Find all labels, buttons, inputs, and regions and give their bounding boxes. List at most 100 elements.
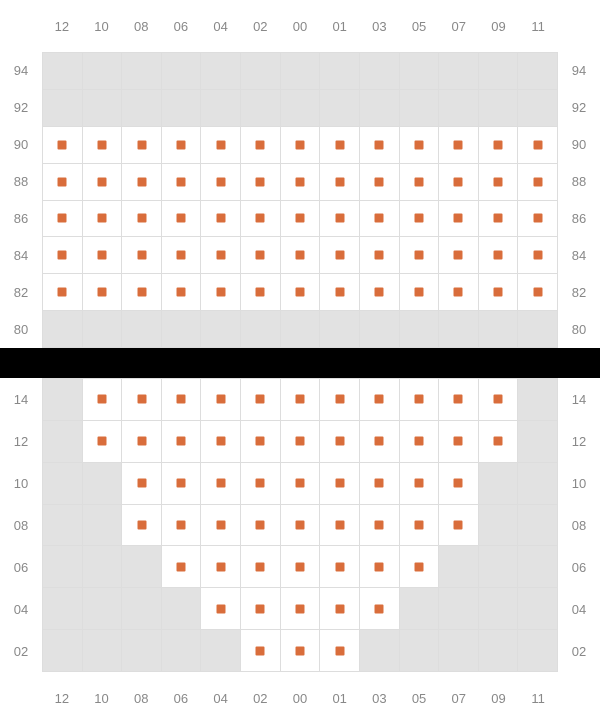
seat-cell[interactable] (320, 127, 359, 163)
seat-cell[interactable] (400, 201, 439, 237)
seat-cell[interactable] (162, 379, 201, 420)
seat-cell[interactable] (122, 463, 161, 504)
seat-cell[interactable] (122, 505, 161, 546)
seat-cell[interactable] (122, 379, 161, 420)
seat-cell[interactable] (241, 164, 280, 200)
seat-cell[interactable] (439, 201, 478, 237)
seat-cell[interactable] (83, 164, 122, 200)
seat-cell[interactable] (122, 274, 161, 310)
seat-cell[interactable] (320, 630, 359, 671)
seat-cell[interactable] (518, 201, 557, 237)
seat-cell[interactable] (162, 421, 201, 462)
seat-cell[interactable] (162, 274, 201, 310)
seat-cell[interactable] (241, 127, 280, 163)
seat-cell[interactable] (201, 127, 240, 163)
seat-cell[interactable] (201, 237, 240, 273)
seat-cell[interactable] (281, 379, 320, 420)
seat-cell[interactable] (400, 237, 439, 273)
seat-cell[interactable] (201, 505, 240, 546)
seat-cell[interactable] (43, 201, 82, 237)
seat-cell[interactable] (400, 505, 439, 546)
seat-cell[interactable] (439, 421, 478, 462)
seat-cell[interactable] (439, 237, 478, 273)
seat-cell[interactable] (360, 463, 399, 504)
seat-cell[interactable] (241, 546, 280, 587)
seat-cell[interactable] (479, 201, 518, 237)
seat-cell[interactable] (241, 201, 280, 237)
seat-cell[interactable] (281, 164, 320, 200)
seat-cell[interactable] (241, 421, 280, 462)
seat-cell[interactable] (320, 588, 359, 629)
seat-cell[interactable] (320, 421, 359, 462)
seat-cell[interactable] (162, 164, 201, 200)
seat-cell[interactable] (241, 505, 280, 546)
seat-cell[interactable] (320, 164, 359, 200)
seat-cell[interactable] (241, 274, 280, 310)
seat-cell[interactable] (439, 505, 478, 546)
seat-cell[interactable] (479, 164, 518, 200)
seat-cell[interactable] (360, 201, 399, 237)
seat-cell[interactable] (122, 237, 161, 273)
seat-cell[interactable] (320, 505, 359, 546)
seat-cell[interactable] (83, 201, 122, 237)
seat-cell[interactable] (439, 164, 478, 200)
seat-cell[interactable] (281, 463, 320, 504)
seat-cell[interactable] (281, 201, 320, 237)
seat-cell[interactable] (360, 379, 399, 420)
seat-cell[interactable] (162, 505, 201, 546)
seat-cell[interactable] (201, 546, 240, 587)
seat-cell[interactable] (162, 237, 201, 273)
seat-cell[interactable] (43, 237, 82, 273)
seat-cell[interactable] (360, 505, 399, 546)
seat-cell[interactable] (281, 274, 320, 310)
seat-cell[interactable] (479, 379, 518, 420)
seat-cell[interactable] (320, 274, 359, 310)
seat-cell[interactable] (400, 546, 439, 587)
seat-cell[interactable] (43, 274, 82, 310)
seat-cell[interactable] (320, 463, 359, 504)
seat-cell[interactable] (439, 274, 478, 310)
seat-cell[interactable] (518, 237, 557, 273)
seat-cell[interactable] (281, 127, 320, 163)
seat-cell[interactable] (360, 588, 399, 629)
seat-cell[interactable] (360, 546, 399, 587)
seat-cell[interactable] (360, 274, 399, 310)
seat-cell[interactable] (281, 588, 320, 629)
seat-cell[interactable] (281, 421, 320, 462)
seat-cell[interactable] (83, 421, 122, 462)
seat-cell[interactable] (439, 379, 478, 420)
seat-cell[interactable] (400, 379, 439, 420)
seat-cell[interactable] (400, 421, 439, 462)
seat-cell[interactable] (439, 127, 478, 163)
seat-cell[interactable] (320, 546, 359, 587)
seat-cell[interactable] (241, 463, 280, 504)
seat-cell[interactable] (43, 164, 82, 200)
seat-cell[interactable] (201, 421, 240, 462)
seat-cell[interactable] (241, 379, 280, 420)
seat-cell[interactable] (83, 127, 122, 163)
seat-cell[interactable] (83, 237, 122, 273)
seat-cell[interactable] (320, 379, 359, 420)
seat-cell[interactable] (162, 127, 201, 163)
seat-cell[interactable] (281, 505, 320, 546)
seat-cell[interactable] (83, 379, 122, 420)
seat-cell[interactable] (162, 201, 201, 237)
seat-cell[interactable] (83, 274, 122, 310)
seat-cell[interactable] (400, 274, 439, 310)
seat-cell[interactable] (201, 588, 240, 629)
seat-cell[interactable] (518, 127, 557, 163)
seat-cell[interactable] (241, 630, 280, 671)
seat-cell[interactable] (479, 237, 518, 273)
seat-cell[interactable] (281, 546, 320, 587)
seat-cell[interactable] (241, 237, 280, 273)
seat-cell[interactable] (43, 127, 82, 163)
seat-cell[interactable] (122, 127, 161, 163)
seat-cell[interactable] (518, 274, 557, 310)
seat-cell[interactable] (439, 463, 478, 504)
seat-cell[interactable] (281, 237, 320, 273)
seat-cell[interactable] (122, 201, 161, 237)
seat-cell[interactable] (400, 164, 439, 200)
seat-cell[interactable] (400, 127, 439, 163)
seat-cell[interactable] (360, 164, 399, 200)
seat-cell[interactable] (201, 379, 240, 420)
